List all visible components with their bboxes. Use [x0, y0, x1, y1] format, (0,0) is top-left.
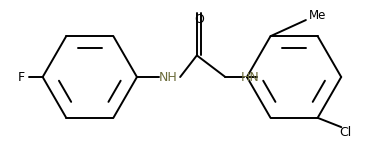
Text: NH: NH — [159, 71, 178, 84]
Text: Me: Me — [309, 9, 326, 22]
Text: F: F — [17, 71, 25, 84]
Text: Cl: Cl — [339, 126, 351, 139]
Text: HN: HN — [240, 71, 259, 84]
Text: O: O — [194, 13, 204, 26]
